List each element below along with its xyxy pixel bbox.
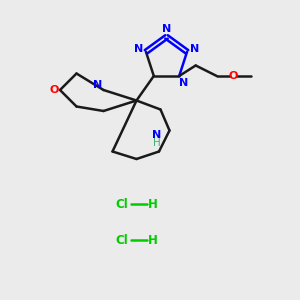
Text: H: H [148,233,158,247]
Text: O: O [229,71,238,81]
Text: O: O [49,85,59,95]
Text: Cl: Cl [115,197,128,211]
Text: N: N [94,80,103,90]
Text: Cl: Cl [115,233,128,247]
Text: N: N [162,24,171,34]
Text: N: N [152,130,161,140]
Text: H: H [148,197,158,211]
Text: N: N [179,78,189,88]
Text: N: N [190,44,200,54]
Text: N: N [134,44,143,54]
Text: H: H [153,138,161,148]
